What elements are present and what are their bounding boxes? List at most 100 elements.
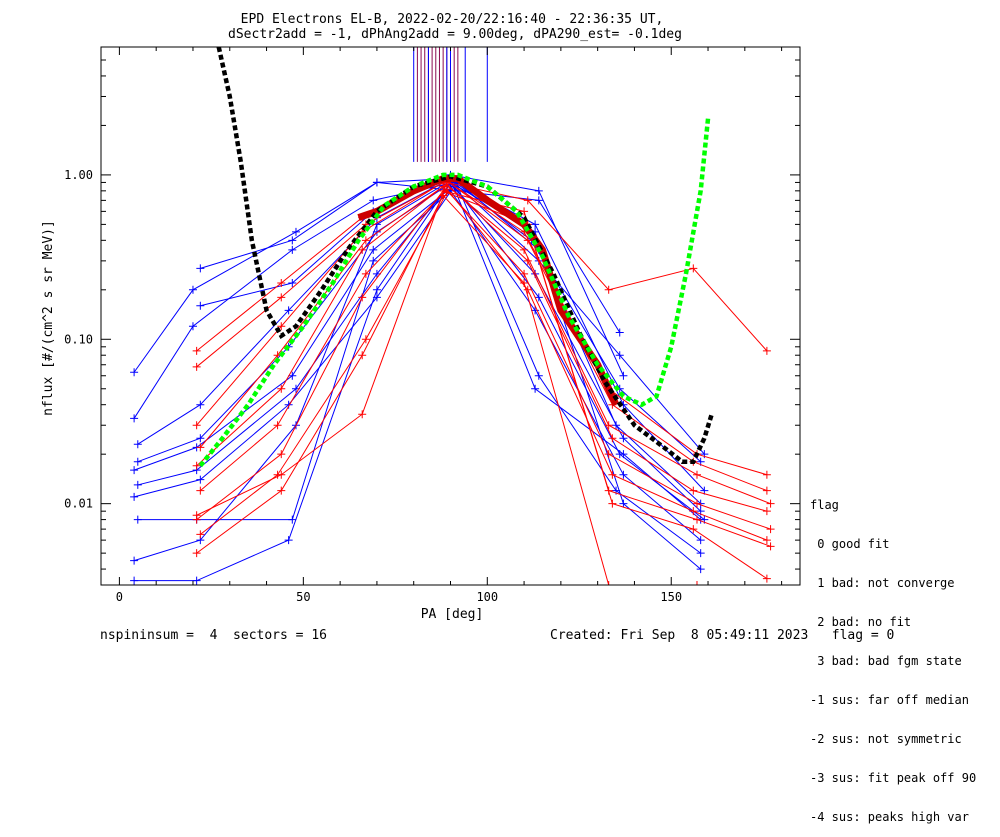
data-point	[284, 536, 293, 545]
flag-legend-item: 0 good fit	[810, 537, 890, 551]
data-point	[130, 368, 139, 377]
x-tick-label: 150	[660, 590, 682, 604]
data-point	[288, 245, 297, 254]
chart-title-line1: EPD Electrons EL-B, 2022-02-20/22:16:40 …	[241, 12, 664, 27]
series-line	[134, 181, 701, 582]
data-point	[619, 371, 628, 380]
flag-legend-item: 3 bad: bad fgm state	[810, 654, 962, 668]
data-point	[192, 346, 201, 355]
data-point	[288, 371, 297, 380]
data-point	[604, 581, 613, 585]
chart-title-line2: dSectr2add = -1, dPhAng2add = 9.00deg, d…	[228, 27, 682, 42]
data-point	[762, 486, 771, 495]
flag-legend-item: -1 sus: far off median	[810, 693, 969, 707]
data-point	[277, 450, 286, 459]
data-point	[520, 207, 529, 216]
fit-curve-green	[198, 118, 711, 468]
data-point	[361, 236, 370, 245]
flag-legend: flag 0 good fit 1 bad: not converge 2 ba…	[810, 473, 976, 837]
data-point	[523, 285, 532, 294]
data-point	[196, 530, 205, 539]
median-line	[357, 175, 620, 407]
data-point	[531, 384, 540, 393]
series-line	[196, 185, 771, 530]
axes: 0 50 100 150 0.01 0.10 1.00	[64, 46, 800, 604]
data-point	[372, 178, 381, 187]
data-point	[192, 549, 201, 558]
data-point	[284, 306, 293, 315]
footer-left: nspininsum = 4 sectors = 16	[100, 628, 327, 643]
data-point	[277, 293, 286, 302]
data-point	[358, 351, 367, 360]
data-point	[130, 576, 139, 585]
data-point	[762, 507, 771, 516]
series-line	[133, 178, 701, 520]
series-line	[200, 188, 768, 541]
data-point	[520, 269, 529, 278]
data-point	[196, 434, 205, 443]
data-point	[615, 351, 624, 360]
x-tick-label: 50	[296, 590, 310, 604]
data-point	[689, 264, 698, 273]
data-point	[196, 400, 205, 409]
series-line	[196, 181, 768, 516]
data-point	[196, 443, 205, 452]
data-point	[196, 264, 205, 273]
data-point	[192, 461, 201, 470]
data-point	[133, 457, 142, 466]
data-point	[520, 245, 529, 254]
series-line	[196, 190, 771, 547]
data-point	[130, 414, 139, 423]
data-point	[619, 434, 628, 443]
data-point	[523, 196, 532, 205]
flag-legend-item: -4 sus: peaks high var	[810, 810, 969, 824]
x-axis-label: PA [deg]	[421, 607, 484, 622]
y-tick-label: 1.00	[64, 168, 93, 182]
flag-legend-item: -2 sus: not symmetric	[810, 732, 962, 746]
data-point	[766, 525, 775, 534]
data-point	[692, 470, 701, 479]
data-point	[608, 434, 617, 443]
data-point	[696, 536, 705, 545]
flag-legend-item: -3 sus: fit peak off 90	[810, 771, 977, 785]
series-line	[137, 177, 702, 463]
data-point	[604, 450, 613, 459]
data-point	[369, 196, 378, 205]
series-line	[196, 177, 768, 476]
data-point	[361, 269, 370, 278]
data-point	[696, 549, 705, 558]
data-point	[608, 499, 617, 508]
data-point	[130, 556, 139, 565]
series-line	[196, 181, 771, 505]
data-point	[277, 470, 286, 479]
data-point	[277, 384, 286, 393]
data-point	[369, 245, 378, 254]
data-point	[766, 542, 775, 551]
data-point	[523, 236, 532, 245]
data-point	[358, 293, 367, 302]
data-point	[608, 470, 617, 479]
data-point	[534, 293, 543, 302]
data-point	[130, 466, 139, 475]
data-point	[130, 492, 139, 501]
data-point	[273, 421, 282, 430]
plot-area	[130, 47, 775, 585]
data-point	[358, 410, 367, 419]
data-point	[133, 515, 142, 524]
data-point	[762, 574, 771, 583]
data-point	[192, 421, 201, 430]
data-point	[192, 576, 201, 585]
data-point	[762, 346, 771, 355]
flag-legend-item: 2 bad: no fit	[810, 615, 912, 629]
data-point	[523, 256, 532, 265]
data-point	[196, 301, 205, 310]
data-point	[188, 285, 197, 294]
footer-right: Created: Fri Sep 8 05:49:11 2023 flag = …	[550, 628, 895, 643]
data-point	[762, 470, 771, 479]
data-point	[615, 328, 624, 337]
series-line	[196, 180, 768, 492]
series-line	[200, 192, 768, 580]
data-point	[369, 256, 378, 265]
data-point	[192, 362, 201, 371]
flag-legend-item: 1 bad: not converge	[810, 576, 955, 590]
